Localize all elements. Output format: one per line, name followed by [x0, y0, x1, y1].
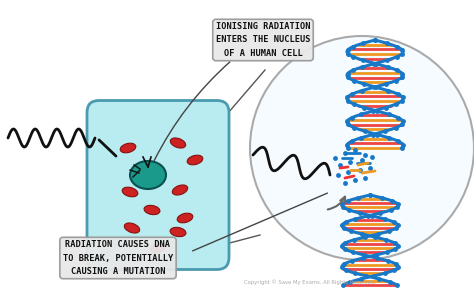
Ellipse shape — [124, 223, 140, 233]
FancyBboxPatch shape — [87, 101, 229, 269]
Text: IONISING RADIATION
ENTERS THE NUCLEUS
OF A HUMAN CELL: IONISING RADIATION ENTERS THE NUCLEUS OF… — [216, 22, 310, 58]
Circle shape — [250, 36, 474, 260]
Ellipse shape — [122, 187, 138, 197]
Text: Copyright © Save My Exams. All Rights Reserved.: Copyright © Save My Exams. All Rights Re… — [244, 279, 376, 285]
Ellipse shape — [144, 205, 160, 215]
Text: RADIATION CAUSES DNA
TO BREAK, POTENTIALLY
CAUSING A MUTATION: RADIATION CAUSES DNA TO BREAK, POTENTIAL… — [63, 240, 173, 276]
Ellipse shape — [173, 185, 188, 195]
Ellipse shape — [130, 161, 166, 189]
Ellipse shape — [177, 213, 193, 223]
Ellipse shape — [150, 243, 166, 253]
Ellipse shape — [170, 227, 186, 237]
Ellipse shape — [120, 143, 136, 153]
Ellipse shape — [170, 138, 186, 148]
Ellipse shape — [187, 155, 203, 165]
